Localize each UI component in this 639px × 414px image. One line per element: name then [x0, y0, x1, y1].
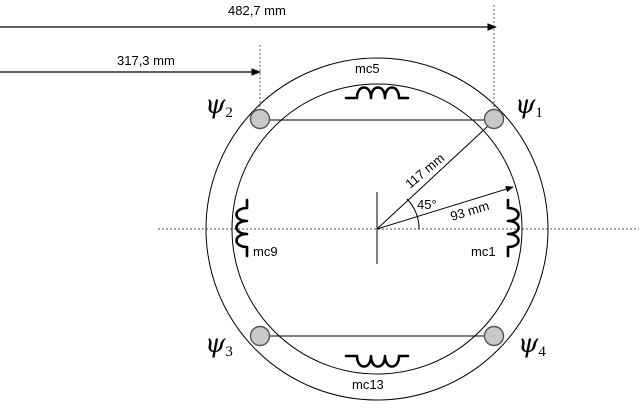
hole-radius-arrow — [376, 112, 503, 230]
hole-psi2 — [249, 108, 271, 130]
svg-text:ψ4: ψ4 — [518, 329, 546, 360]
coil-top-mc5 — [344, 86, 410, 100]
psi4-label: ψ4 — [518, 329, 546, 360]
svg-text:ψ1: ψ1 — [515, 90, 543, 121]
coil-top-label: mc5 — [355, 61, 380, 76]
coil-bottom-label: mc13 — [352, 377, 384, 392]
hole-psi3 — [249, 325, 271, 347]
hole-psi4 — [483, 325, 505, 347]
coil-bottom-mc13 — [344, 354, 410, 368]
psi2-label: ψ2 — [205, 90, 233, 121]
inner-ring — [231, 83, 523, 375]
outer-ring — [205, 57, 549, 401]
coil-radius-label: 93 mm — [448, 198, 490, 224]
psi1-label: ψ1 — [515, 90, 543, 121]
coil-left-mc9 — [235, 198, 249, 258]
angle-label: 45° — [417, 197, 437, 212]
coil-left-label: mc9 — [253, 244, 278, 259]
outer-extent-label: 482,7 mm — [228, 3, 286, 18]
angle-arc — [406, 198, 420, 230]
hole-offset-label: 317,3 mm — [117, 53, 175, 68]
svg-text:ψ2: ψ2 — [205, 90, 233, 121]
psi3-label: ψ3 — [205, 329, 233, 360]
coil-radius-arrow — [376, 186, 514, 230]
coil-right-label: mc1 — [471, 244, 496, 259]
coil-right-mc1 — [506, 198, 520, 258]
hole-psi1 — [483, 108, 505, 130]
svg-text:ψ3: ψ3 — [205, 329, 233, 360]
